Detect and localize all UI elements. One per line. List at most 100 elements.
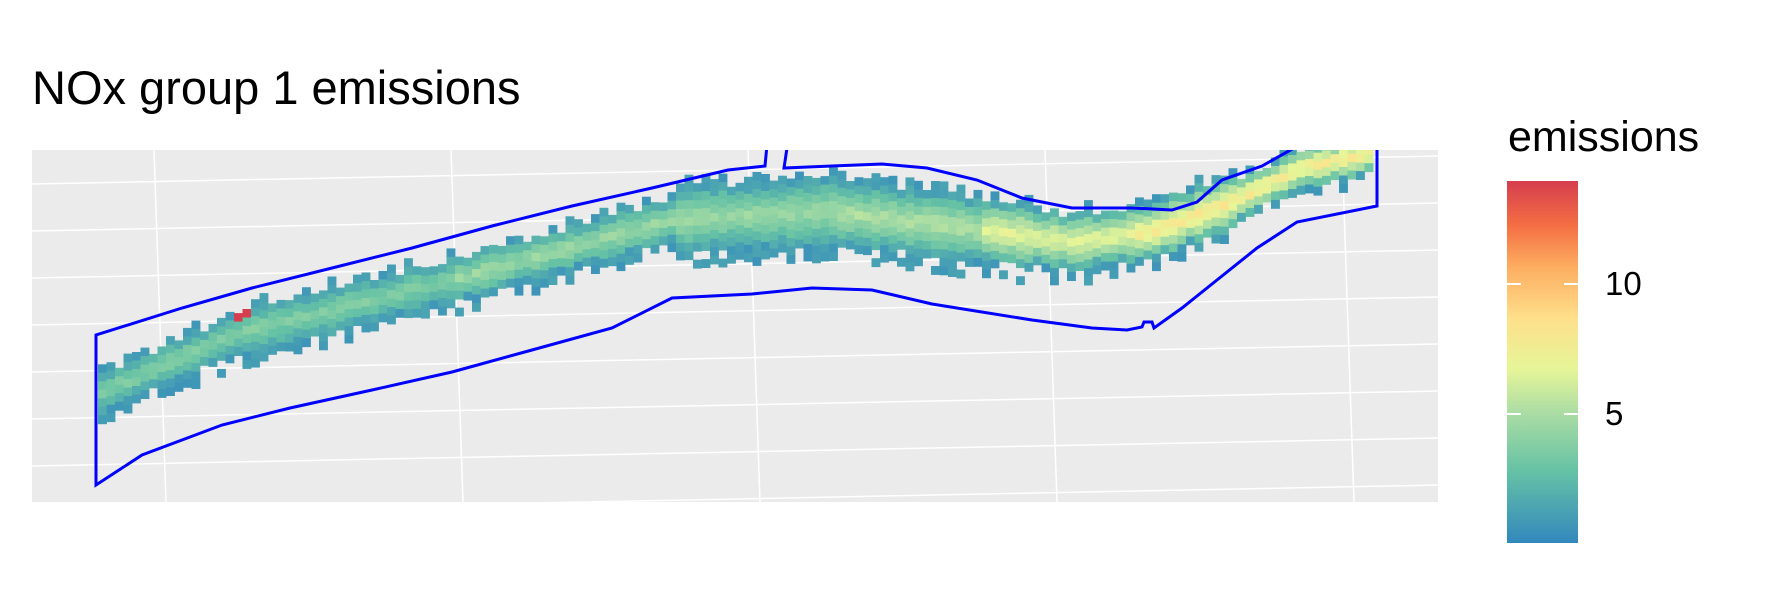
emission-cell [684,200,694,210]
emission-cell [234,321,243,331]
emission-cell [1016,250,1025,260]
emission-cell [727,186,736,196]
emission-cell [633,219,643,229]
emission-cell [310,310,320,320]
emission-cell [837,187,847,197]
emission-cell [319,298,328,308]
emission-cell [718,258,728,268]
emission-cell [412,283,422,293]
emission-cell [132,386,141,395]
emission-cell [820,176,830,185]
emission-cell [812,254,821,264]
emission-cell [404,292,413,302]
emission-cell [1033,239,1042,249]
emission-cell [166,336,175,345]
emission-cell [778,209,787,219]
emission-cell [803,227,813,236]
emission-cell [744,219,753,229]
emission-cell [1271,199,1280,209]
emission-cell [514,244,524,254]
emission-cell [693,259,702,269]
emission-cell [1211,209,1221,218]
emission-cell [616,253,626,263]
emission-cell [701,199,711,209]
emission-cell [1296,160,1306,170]
emission-cell [1228,168,1238,178]
emission-cell [854,202,864,212]
emission-cell [956,193,966,202]
emission-cell [863,178,872,188]
emission-cell [259,335,269,345]
emission-cell [948,251,957,260]
emission-cell [608,223,617,233]
emission-cell [208,324,218,333]
emission-cell [931,198,940,207]
emission-cell [667,226,677,236]
emission-cell [1220,218,1229,227]
emission-cell [285,317,294,326]
emission-cell [676,192,685,201]
emission-cell [480,263,490,272]
emission-cell [1203,203,1212,213]
emission-cell [1169,252,1178,261]
emission-cell [285,308,294,318]
emission-cell [1262,176,1272,186]
emission-cell [327,285,337,294]
emission-cell [1135,205,1144,215]
emission-cell [1305,184,1314,194]
emission-cell [506,270,515,280]
emission-cell [574,261,583,271]
emission-cell [956,201,966,211]
emission-cell [990,250,1000,260]
emission-cell [353,317,362,326]
emission-cell [591,256,600,266]
emission-cell [319,324,328,334]
graticule-meridian [153,150,167,502]
emission-cell [106,362,116,372]
emission-cell [846,189,855,199]
emission-cell [905,236,915,246]
emission-cell [608,231,617,241]
emission-cell [123,379,133,388]
emission-cell [667,243,677,253]
emission-cell [999,202,1008,212]
emission-cell [948,191,957,201]
emission-cell [710,204,719,214]
emission-cell [803,193,813,202]
emission-cell [200,339,209,349]
emission-cell [1143,225,1153,234]
emission-cell [429,274,439,284]
emission-cell [293,302,303,312]
emission-cell [761,208,770,217]
emission-cell [846,215,855,224]
emission-cell [1339,175,1348,185]
emission-cell [166,378,175,388]
emission-cell [115,384,124,394]
emission-cell [761,199,770,209]
emission-cell [319,315,328,325]
emission-cell [812,211,821,221]
emission-cell [1160,194,1170,204]
emission-cell [548,259,558,268]
emission-cell [1067,246,1076,256]
emission-cell [404,309,413,319]
emission-cell [1092,214,1102,224]
graticule-meridian [1341,150,1355,502]
emission-cell [744,210,753,220]
emission-cell [472,294,481,304]
emission-cell [625,255,634,265]
emission-cell [353,308,362,318]
emission-cell [1084,225,1093,235]
emission-cell [982,269,991,279]
emission-cell [1186,202,1195,212]
emission-cell [1220,192,1229,202]
emission-cell [395,283,405,293]
emission-cell [370,305,379,315]
emission-cell [132,394,141,404]
emission-cell [412,266,422,276]
emission-cell [98,372,107,382]
emission-cell [1016,276,1025,286]
emission-cell [795,231,804,240]
emission-cell [1237,178,1246,188]
emission-cell [625,213,634,223]
